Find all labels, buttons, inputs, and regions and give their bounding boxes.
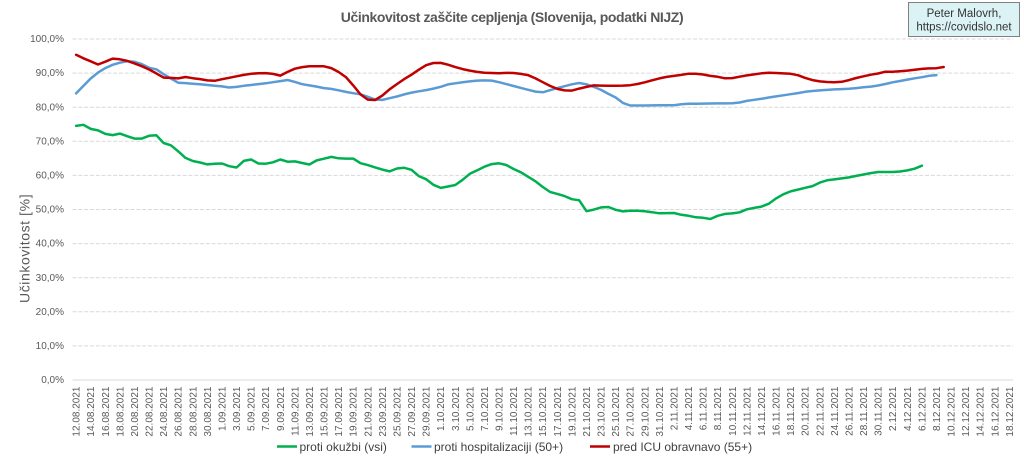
svg-text:8.11.2021: 8.11.2021 bbox=[713, 386, 724, 430]
svg-text:3.10.2021: 3.10.2021 bbox=[451, 386, 462, 431]
svg-text:22.08.2021: 22.08.2021 bbox=[145, 386, 156, 436]
svg-text:60,0%: 60,0% bbox=[36, 171, 64, 182]
svg-text:17.10.2021: 17.10.2021 bbox=[553, 386, 564, 436]
svg-text:28.11.2021: 28.11.2021 bbox=[859, 386, 870, 436]
svg-text:29.10.2021: 29.10.2021 bbox=[640, 386, 651, 436]
svg-text:3.09.2021: 3.09.2021 bbox=[232, 386, 243, 431]
svg-text:18.12.2021: 18.12.2021 bbox=[1005, 386, 1016, 436]
svg-text:90,0%: 90,0% bbox=[36, 68, 64, 79]
svg-text:6.12.2021: 6.12.2021 bbox=[917, 386, 928, 431]
svg-text:80,0%: 80,0% bbox=[36, 102, 64, 113]
svg-text:8.12.2021: 8.12.2021 bbox=[932, 386, 943, 431]
svg-text:12.11.2021: 12.11.2021 bbox=[742, 386, 753, 436]
svg-text:11.10.2021: 11.10.2021 bbox=[509, 386, 520, 436]
svg-text:12.08.2021: 12.08.2021 bbox=[72, 386, 83, 436]
svg-text:pred ICU obravnavo (55+): pred ICU obravnavo (55+) bbox=[613, 440, 752, 454]
svg-text:29.09.2021: 29.09.2021 bbox=[422, 386, 433, 436]
svg-text:15.09.2021: 15.09.2021 bbox=[320, 386, 331, 436]
svg-text:10,0%: 10,0% bbox=[36, 341, 64, 352]
svg-text:9.09.2021: 9.09.2021 bbox=[276, 386, 287, 431]
svg-text:0,0%: 0,0% bbox=[41, 375, 64, 386]
svg-text:proti hospitalizaciji (50+): proti hospitalizaciji (50+) bbox=[434, 440, 563, 454]
svg-text:70,0%: 70,0% bbox=[36, 136, 64, 147]
svg-text:Učinkovitost zaščite cepljenja: Učinkovitost zaščite cepljenja (Slovenij… bbox=[341, 9, 683, 25]
svg-text:22.11.2021: 22.11.2021 bbox=[815, 386, 826, 436]
svg-text:13.09.2021: 13.09.2021 bbox=[305, 386, 316, 436]
svg-text:12.12.2021: 12.12.2021 bbox=[961, 386, 972, 436]
svg-text:Učinkovitost [%]: Učinkovitost [%] bbox=[17, 194, 33, 303]
svg-text:7.09.2021: 7.09.2021 bbox=[261, 386, 272, 431]
svg-text:1.09.2021: 1.09.2021 bbox=[218, 386, 229, 431]
svg-text:16.11.2021: 16.11.2021 bbox=[772, 386, 783, 436]
svg-text:5.09.2021: 5.09.2021 bbox=[247, 386, 258, 431]
svg-text:40,0%: 40,0% bbox=[36, 239, 64, 250]
svg-text:19.10.2021: 19.10.2021 bbox=[567, 386, 578, 436]
svg-text:2.11.2021: 2.11.2021 bbox=[670, 386, 681, 430]
svg-text:4.12.2021: 4.12.2021 bbox=[903, 386, 914, 431]
svg-text:https://covidslo.net: https://covidslo.net bbox=[916, 22, 1012, 34]
svg-text:14.11.2021: 14.11.2021 bbox=[757, 386, 768, 436]
svg-text:2.12.2021: 2.12.2021 bbox=[888, 386, 899, 431]
svg-text:19.09.2021: 19.09.2021 bbox=[349, 386, 360, 436]
svg-text:10.11.2021: 10.11.2021 bbox=[728, 386, 739, 436]
svg-text:17.09.2021: 17.09.2021 bbox=[334, 386, 345, 436]
svg-text:30.11.2021: 30.11.2021 bbox=[874, 386, 885, 436]
svg-text:14.08.2021: 14.08.2021 bbox=[86, 386, 97, 436]
svg-text:10.12.2021: 10.12.2021 bbox=[947, 386, 958, 436]
svg-text:30.08.2021: 30.08.2021 bbox=[203, 386, 214, 436]
svg-text:21.10.2021: 21.10.2021 bbox=[582, 386, 593, 436]
svg-text:27.09.2021: 27.09.2021 bbox=[407, 386, 418, 436]
svg-text:13.10.2021: 13.10.2021 bbox=[524, 386, 535, 436]
svg-text:15.10.2021: 15.10.2021 bbox=[538, 386, 549, 436]
svg-text:proti okužbi (vsi): proti okužbi (vsi) bbox=[300, 440, 387, 454]
svg-text:25.09.2021: 25.09.2021 bbox=[392, 386, 403, 436]
svg-text:4.11.2021: 4.11.2021 bbox=[684, 386, 695, 430]
svg-text:23.09.2021: 23.09.2021 bbox=[378, 386, 389, 436]
svg-text:18.11.2021: 18.11.2021 bbox=[786, 386, 797, 436]
svg-text:14.12.2021: 14.12.2021 bbox=[976, 386, 987, 436]
svg-text:30,0%: 30,0% bbox=[36, 273, 64, 284]
svg-text:31.10.2021: 31.10.2021 bbox=[655, 386, 666, 436]
svg-text:6.11.2021: 6.11.2021 bbox=[699, 386, 710, 430]
svg-text:21.09.2021: 21.09.2021 bbox=[363, 386, 374, 436]
svg-text:100,0%: 100,0% bbox=[30, 34, 64, 45]
svg-text:28.08.2021: 28.08.2021 bbox=[188, 386, 199, 436]
svg-text:26.11.2021: 26.11.2021 bbox=[845, 386, 856, 436]
svg-text:16.12.2021: 16.12.2021 bbox=[990, 386, 1001, 436]
svg-text:18.08.2021: 18.08.2021 bbox=[115, 386, 126, 436]
svg-text:50,0%: 50,0% bbox=[36, 205, 64, 216]
svg-text:20.11.2021: 20.11.2021 bbox=[801, 386, 812, 436]
svg-text:11.09.2021: 11.09.2021 bbox=[290, 386, 301, 436]
svg-text:24.08.2021: 24.08.2021 bbox=[159, 386, 170, 436]
svg-text:24.11.2021: 24.11.2021 bbox=[830, 386, 841, 436]
svg-text:20.08.2021: 20.08.2021 bbox=[130, 386, 141, 436]
svg-text:1.10.2021: 1.10.2021 bbox=[436, 386, 447, 431]
svg-text:23.10.2021: 23.10.2021 bbox=[597, 386, 608, 436]
svg-text:5.10.2021: 5.10.2021 bbox=[465, 386, 476, 431]
svg-text:7.10.2021: 7.10.2021 bbox=[480, 386, 491, 431]
svg-text:26.08.2021: 26.08.2021 bbox=[174, 386, 185, 436]
svg-text:20,0%: 20,0% bbox=[36, 307, 64, 318]
svg-text:Peter Malovrh,: Peter Malovrh, bbox=[927, 8, 1002, 20]
svg-text:27.10.2021: 27.10.2021 bbox=[626, 386, 637, 436]
svg-text:25.10.2021: 25.10.2021 bbox=[611, 386, 622, 436]
svg-text:16.08.2021: 16.08.2021 bbox=[101, 386, 112, 436]
svg-text:9.10.2021: 9.10.2021 bbox=[495, 386, 506, 431]
